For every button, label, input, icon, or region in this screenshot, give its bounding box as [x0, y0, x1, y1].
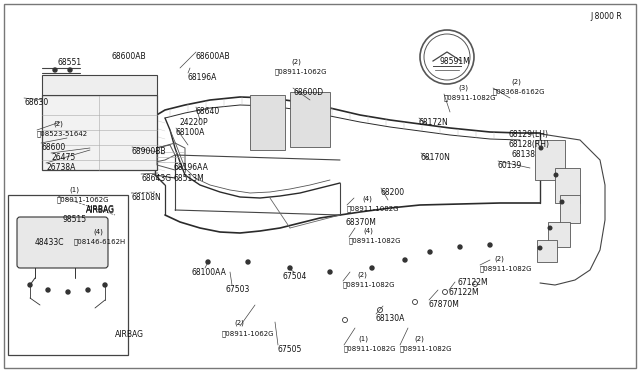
- Text: 60139: 60139: [498, 161, 522, 170]
- Text: 68196A: 68196A: [188, 73, 218, 82]
- Text: Ⓝ08523-51642: Ⓝ08523-51642: [37, 130, 88, 137]
- Text: 68630: 68630: [24, 98, 48, 107]
- Bar: [555, 168, 580, 203]
- Text: ⒲08146-6162H: ⒲08146-6162H: [74, 238, 126, 245]
- Bar: [548, 222, 570, 247]
- Circle shape: [370, 266, 374, 270]
- FancyBboxPatch shape: [17, 217, 108, 268]
- Text: AIRBAG: AIRBAG: [115, 330, 144, 339]
- Text: 67504: 67504: [283, 272, 307, 281]
- Text: 68128(RH): 68128(RH): [509, 140, 550, 149]
- Circle shape: [488, 243, 492, 247]
- Circle shape: [53, 68, 57, 72]
- Circle shape: [206, 260, 210, 264]
- Text: (4): (4): [363, 227, 373, 234]
- Text: ⓝ08911-1062G: ⓝ08911-1062G: [57, 196, 109, 203]
- Text: 68370M: 68370M: [346, 218, 377, 227]
- Text: 98515: 98515: [62, 215, 86, 224]
- Circle shape: [288, 266, 292, 270]
- Text: ⓝ08911-1062G: ⓝ08911-1062G: [222, 330, 275, 337]
- Text: 68130A: 68130A: [376, 314, 405, 323]
- Text: ⓝ08911-1062G: ⓝ08911-1062G: [275, 68, 328, 75]
- Text: AIRBAG: AIRBAG: [86, 206, 115, 215]
- Text: 68600: 68600: [41, 143, 65, 152]
- Text: 67505: 67505: [278, 345, 302, 354]
- Text: (1): (1): [69, 186, 79, 192]
- Text: (4): (4): [362, 195, 372, 202]
- Text: (2): (2): [234, 320, 244, 327]
- Text: 68196AA: 68196AA: [173, 163, 208, 172]
- Circle shape: [328, 270, 332, 274]
- Circle shape: [46, 288, 50, 292]
- Text: (4): (4): [93, 228, 103, 234]
- Text: 68551: 68551: [57, 58, 81, 67]
- Circle shape: [554, 173, 558, 177]
- Circle shape: [428, 250, 432, 254]
- Text: Ⓝ08368-6162G: Ⓝ08368-6162G: [493, 88, 545, 94]
- Text: ⓝ08911-1082G: ⓝ08911-1082G: [343, 281, 396, 288]
- Bar: [535, 140, 565, 180]
- Text: (2): (2): [494, 255, 504, 262]
- Bar: [560, 195, 580, 223]
- Text: 68643G: 68643G: [141, 174, 171, 183]
- Bar: [537, 240, 557, 262]
- Bar: [42, 75, 157, 95]
- Text: 68600AB: 68600AB: [111, 52, 146, 61]
- Circle shape: [28, 283, 32, 287]
- Text: 98591M: 98591M: [440, 57, 471, 66]
- Circle shape: [458, 245, 462, 249]
- Circle shape: [560, 200, 564, 204]
- Text: J 8000 R: J 8000 R: [590, 12, 621, 21]
- Text: ⓝ08911-1082G: ⓝ08911-1082G: [349, 237, 401, 244]
- Circle shape: [103, 283, 107, 287]
- Text: 68640: 68640: [196, 107, 220, 116]
- Text: ⓝ08911-1082G: ⓝ08911-1082G: [480, 265, 532, 272]
- Text: (1): (1): [358, 335, 368, 341]
- Circle shape: [66, 290, 70, 294]
- Circle shape: [68, 68, 72, 72]
- Text: 48433C: 48433C: [35, 238, 65, 247]
- Bar: [250, 95, 285, 150]
- Circle shape: [246, 260, 250, 264]
- Text: 68108N: 68108N: [131, 193, 161, 202]
- Bar: [8, 195, 128, 355]
- Text: 68100AA: 68100AA: [191, 268, 226, 277]
- Text: ⓝ08911-1082G: ⓝ08911-1082G: [344, 345, 397, 352]
- Circle shape: [539, 146, 543, 150]
- Text: (3): (3): [458, 84, 468, 90]
- Text: (2): (2): [53, 120, 63, 126]
- Text: 26738A: 26738A: [46, 163, 76, 172]
- Circle shape: [403, 258, 407, 262]
- Text: (2): (2): [414, 335, 424, 341]
- Text: 68600D: 68600D: [294, 88, 324, 97]
- Text: 68172N: 68172N: [419, 118, 449, 127]
- Text: 67122M: 67122M: [458, 278, 488, 287]
- Text: 68100A: 68100A: [176, 128, 205, 137]
- Text: (2): (2): [291, 58, 301, 64]
- Text: 68513M: 68513M: [173, 174, 204, 183]
- Text: (2): (2): [511, 78, 521, 84]
- Text: 68170N: 68170N: [421, 153, 451, 162]
- Text: 68138: 68138: [512, 150, 536, 159]
- Text: ⓝ08911-1082G: ⓝ08911-1082G: [444, 94, 497, 100]
- Circle shape: [538, 246, 542, 250]
- Text: 68900BB: 68900BB: [132, 147, 166, 156]
- Text: 67503: 67503: [225, 285, 250, 294]
- Text: ⓝ08911-1082G: ⓝ08911-1082G: [400, 345, 452, 352]
- Text: AIRBAG: AIRBAG: [86, 205, 115, 214]
- Text: (2): (2): [357, 271, 367, 278]
- Bar: [290, 92, 330, 147]
- Text: 68129(LH): 68129(LH): [509, 130, 549, 139]
- Text: 26475: 26475: [51, 153, 76, 162]
- Text: 24220P: 24220P: [179, 118, 207, 127]
- Circle shape: [548, 226, 552, 230]
- Text: 68600AB: 68600AB: [196, 52, 230, 61]
- Circle shape: [86, 288, 90, 292]
- Text: ⓝ08911-1082G: ⓝ08911-1082G: [347, 205, 399, 212]
- Text: 68200: 68200: [381, 188, 405, 197]
- Text: 67122M: 67122M: [449, 288, 479, 297]
- Bar: [42, 95, 157, 170]
- Text: 67870M: 67870M: [429, 300, 460, 309]
